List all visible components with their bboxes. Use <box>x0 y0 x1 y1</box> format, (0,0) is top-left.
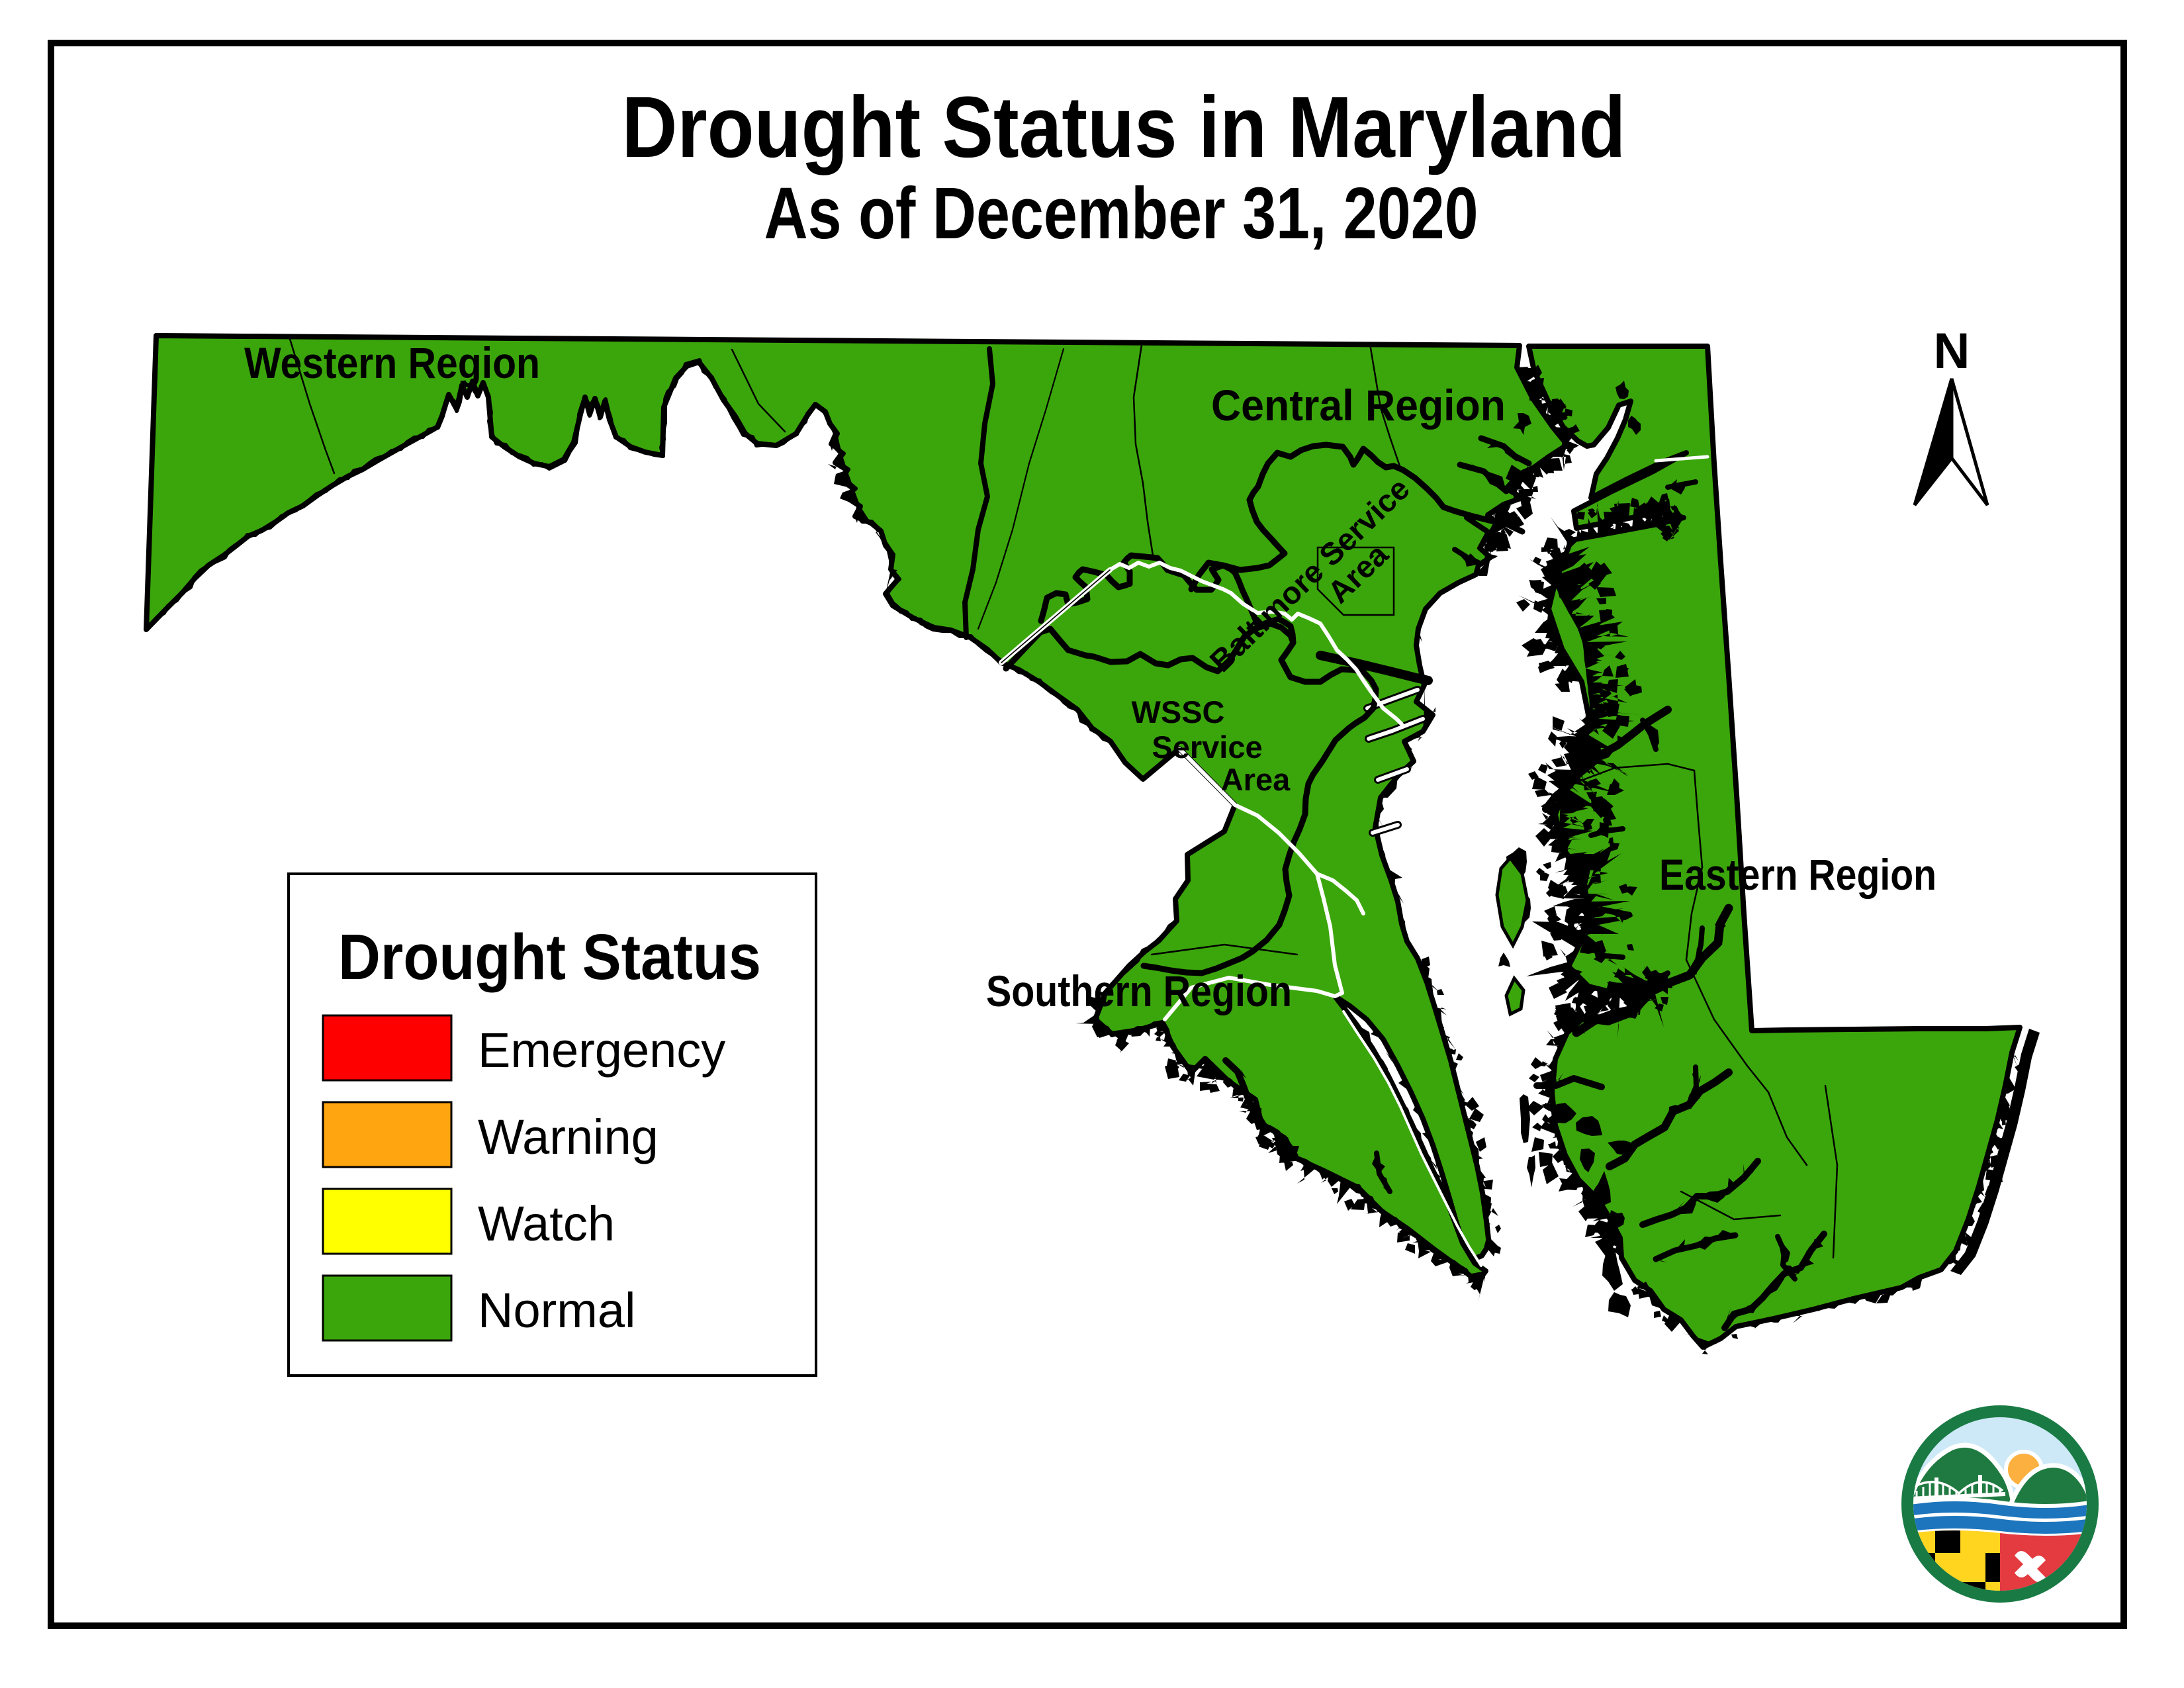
svg-text:Drought Status: Drought Status <box>338 921 761 993</box>
svg-text:Area: Area <box>1221 762 1291 797</box>
svg-text:Emergency: Emergency <box>478 1023 725 1078</box>
svg-text:WSSC: WSSC <box>1132 694 1225 729</box>
svg-text:Southern Region: Southern Region <box>986 966 1292 1015</box>
svg-text:N: N <box>1934 323 1970 379</box>
svg-text:Drought Status in Maryland: Drought Status in Maryland <box>622 78 1626 175</box>
svg-text:Central Region: Central Region <box>1211 381 1506 430</box>
svg-text:Normal: Normal <box>478 1283 635 1338</box>
svg-text:Watch: Watch <box>478 1196 615 1251</box>
svg-text:Warning: Warning <box>478 1109 659 1164</box>
svg-text:Service: Service <box>1152 729 1262 765</box>
svg-text:Eastern Region: Eastern Region <box>1659 850 1936 899</box>
svg-text:Western Region: Western Region <box>244 338 540 387</box>
svg-text:As of December 31, 2020: As of December 31, 2020 <box>764 173 1479 254</box>
